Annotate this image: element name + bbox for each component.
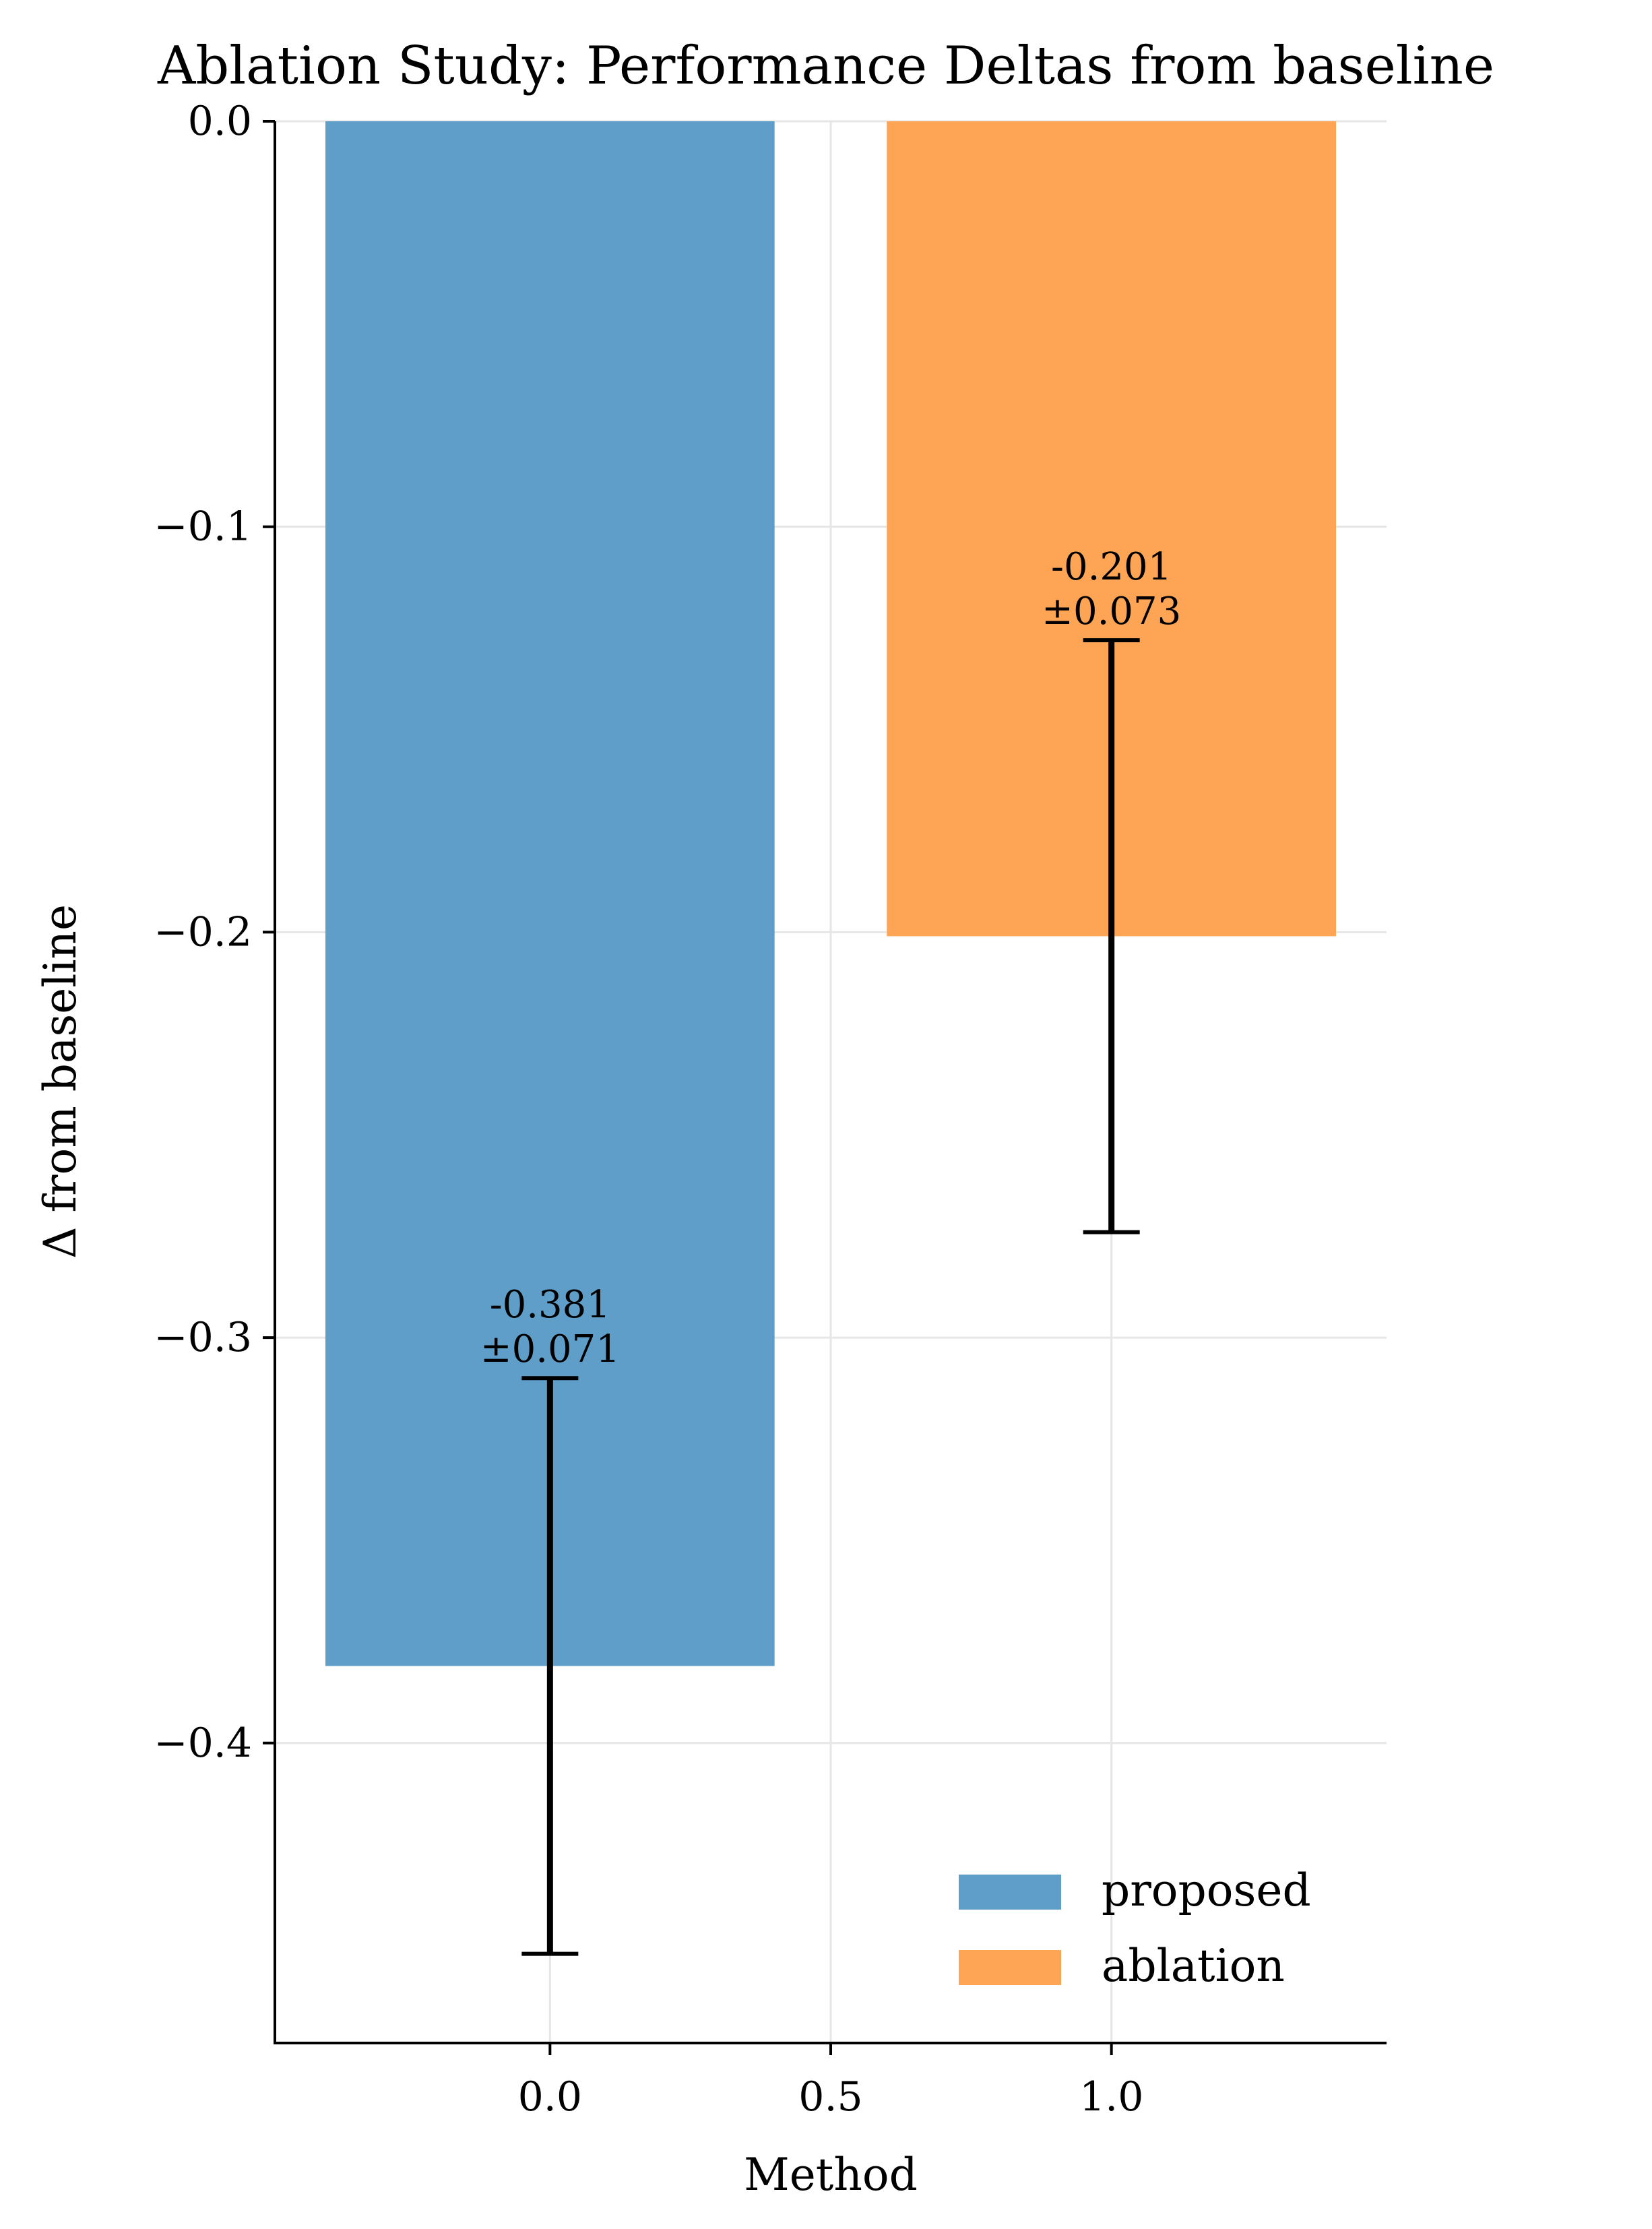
x-tick-label: 1.0	[1079, 2073, 1143, 2121]
y-axis-label: Δ from baseline	[34, 904, 86, 1259]
y-tick-label: −0.4	[154, 1720, 252, 1767]
y-tick-label: −0.1	[154, 503, 252, 551]
bar-value-label: -0.201	[1051, 545, 1172, 589]
legend-label-ablation: ablation	[1102, 1940, 1285, 1992]
bar-labels: -0.381±0.071 -0.201±0.073	[480, 545, 1182, 1371]
y-tick-label: −0.3	[154, 1314, 252, 1361]
y-tick-label: −0.2	[154, 908, 252, 955]
chart-title: Ablation Study: Performance Deltas from …	[157, 36, 1494, 96]
x-tick-label: 0.0	[518, 2073, 582, 2121]
y-ticks: 0.0 −0.1 −0.2 −0.3 −0.4	[154, 98, 275, 1767]
bar-value-label: -0.381	[490, 1283, 610, 1327]
y-tick-label: 0.0	[188, 98, 252, 145]
legend: proposed ablation	[959, 1864, 1311, 1992]
x-tick-label: 0.5	[798, 2073, 862, 2121]
x-axis-label: Method	[744, 2149, 918, 2201]
legend-swatch-proposed	[959, 1875, 1061, 1910]
bar-error-label: ±0.073	[1042, 590, 1181, 633]
error-bars	[521, 638, 1140, 1956]
bar-error-label: ±0.071	[480, 1327, 620, 1371]
legend-label-proposed: proposed	[1102, 1864, 1311, 1916]
x-ticks: 0.0 0.5 1.0	[518, 2043, 1143, 2121]
legend-swatch-ablation	[959, 1950, 1061, 1985]
